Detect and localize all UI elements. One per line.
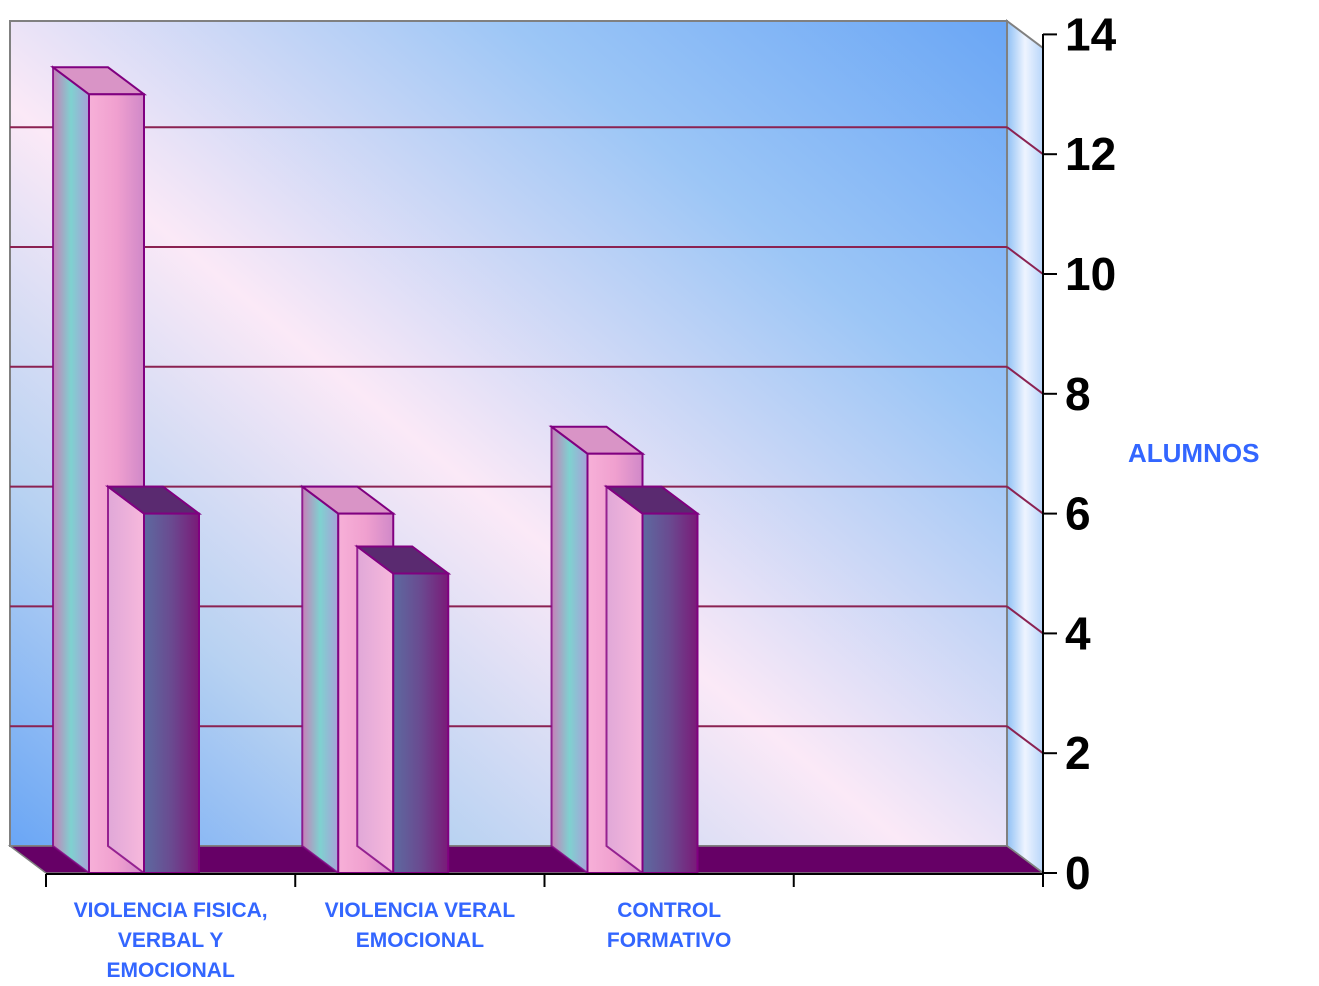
bar-cat2-series2 xyxy=(354,544,452,875)
y-axis-label: ALUMNOS xyxy=(1128,438,1260,468)
y-tick-label: 14 xyxy=(1065,8,1117,60)
x-tick-label-line: VIOLENCIA FISICA, xyxy=(73,899,268,922)
x-tick-label-line: CONTROL xyxy=(617,899,722,922)
gridline-side xyxy=(1006,126,1044,155)
x-tick-label-line: VIOLENCIA VERAL xyxy=(324,899,516,922)
bar-cat2-series2-side xyxy=(356,544,395,875)
gridline-side xyxy=(1006,365,1044,395)
x-tick-label: VIOLENCIA FISICA, VERBAL Y EMOCIONAL xyxy=(51,896,291,986)
bar-cat3-series1-side xyxy=(550,424,589,875)
gridline-side xyxy=(1006,605,1044,635)
x-tick-label-line: FORMATIVO xyxy=(606,929,732,952)
side-wall xyxy=(1006,19,1044,875)
y-tick-label: 8 xyxy=(1065,368,1091,420)
x-tick-label-line: VERBAL Y xyxy=(117,929,224,952)
bar-cat1-series2-front xyxy=(143,512,200,874)
y-tick-label: 10 xyxy=(1065,248,1116,300)
bar-cat1-series1-side xyxy=(52,65,90,875)
gridline-side xyxy=(1006,485,1044,515)
y-tick-label: 12 xyxy=(1065,128,1116,180)
y-tick-label: 0 xyxy=(1065,847,1091,899)
x-tick-label: CONTROL FORMATIVO xyxy=(549,896,789,956)
gridline-side xyxy=(1006,725,1044,755)
bar-cat3-series2-front xyxy=(641,512,699,874)
x-tick-label: VIOLENCIA VERAL EMOCIONAL xyxy=(300,896,540,956)
x-tick-label-line: EMOCIONAL xyxy=(106,959,235,982)
y-tick-label: 2 xyxy=(1065,727,1091,779)
gridline-side xyxy=(1006,246,1044,275)
bar-cat3-series2 xyxy=(603,484,701,875)
y-tick-label: 4 xyxy=(1065,607,1091,659)
bar-cat1-series2-side xyxy=(107,484,145,875)
x-tick-label-line: EMOCIONAL xyxy=(355,929,485,952)
bar-cat1-series2 xyxy=(104,484,203,875)
bar-cat3-series2-side xyxy=(605,484,644,875)
bar-cat2-series1-side xyxy=(301,484,340,875)
bar-cat2-series2-front xyxy=(392,572,450,874)
y-tick-label: 6 xyxy=(1065,488,1091,540)
